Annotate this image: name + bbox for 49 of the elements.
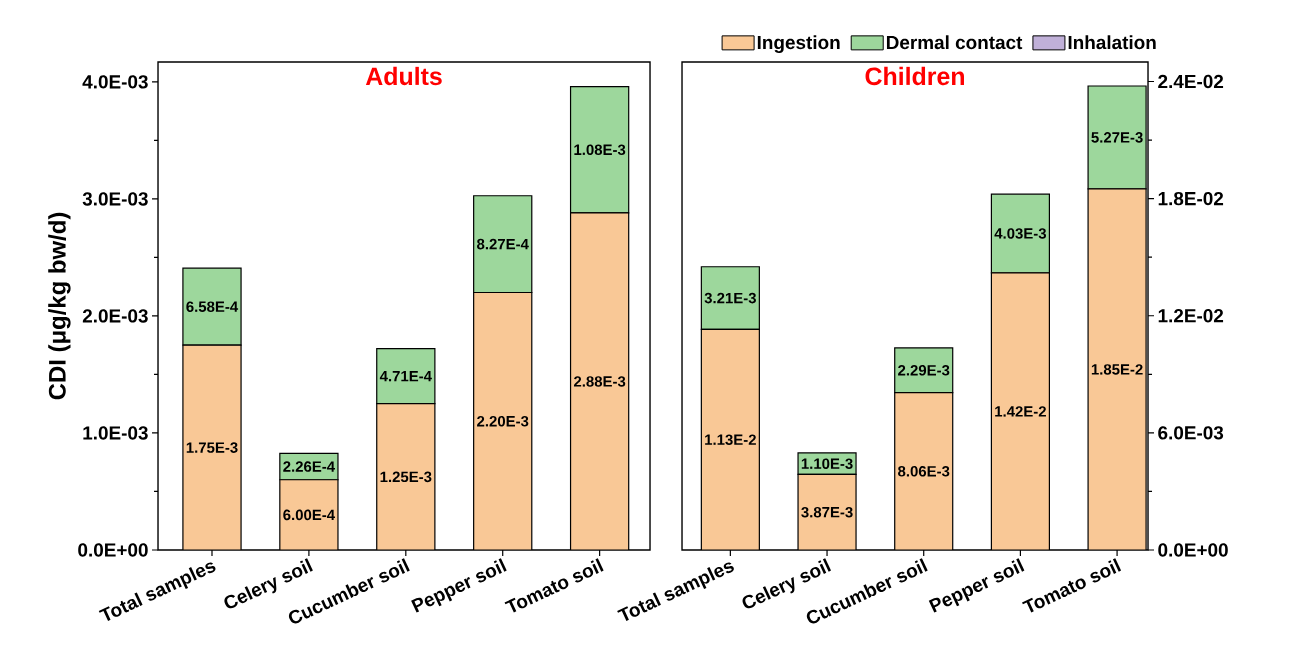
bar <box>376 403 436 550</box>
chart-title: Adults <box>365 66 442 86</box>
bar <box>279 479 339 550</box>
y-tick-label: 2.4E-02 <box>1158 74 1224 89</box>
bar <box>700 328 760 550</box>
y-tick-label: 3.0E-03 <box>82 192 148 206</box>
data-label: 1.85E-2 <box>1091 364 1143 375</box>
data-label: 2.20E-3 <box>477 415 529 427</box>
bar <box>182 344 242 550</box>
data-label: 4.71E-4 <box>379 371 432 382</box>
bar <box>376 347 436 405</box>
bar <box>1087 188 1147 550</box>
data-label: 2.26E-4 <box>283 461 335 472</box>
bar <box>569 212 630 550</box>
bar <box>990 272 1050 550</box>
legend-label: Ingestion <box>757 35 840 53</box>
legend-label: Inhalation <box>1068 35 1156 50</box>
data-label: 4.03E-3 <box>994 228 1047 239</box>
data-label: 6.58E-4 <box>186 301 239 312</box>
data-label: 6.00E-4 <box>283 509 335 521</box>
data-label: 1.25E-3 <box>380 471 432 483</box>
y-tick-label: 0.0E+00 <box>1158 543 1228 557</box>
y-tick-label: 1.0E-03 <box>83 426 148 440</box>
bar <box>797 473 857 550</box>
bar <box>894 347 954 394</box>
y-axis-title: CDI (μg/kg bw/d) <box>48 212 71 400</box>
bar <box>990 193 1050 274</box>
legend-label: Dermal contact <box>886 35 1023 50</box>
data-label: 8.06E-3 <box>898 466 950 477</box>
data-label: 1.42E-2 <box>995 406 1046 417</box>
chart-title: Children <box>865 66 964 86</box>
data-label: 5.27E-3 <box>1091 132 1143 143</box>
data-label: 2.88E-3 <box>573 376 626 387</box>
data-label: 3.87E-3 <box>801 506 853 518</box>
data-label: 2.29E-3 <box>898 365 950 376</box>
y-tick-label: 0.0E+00 <box>78 543 148 557</box>
data-label: 1.13E-2 <box>705 434 756 445</box>
data-label: 1.10E-3 <box>801 458 853 470</box>
bar <box>894 392 954 550</box>
data-label: 1.08E-3 <box>574 144 626 156</box>
data-label: 3.21E-3 <box>704 292 756 304</box>
data-label: 1.75E-3 <box>186 442 238 453</box>
y-tick-label: 1.2E-02 <box>1158 309 1224 323</box>
y-tick-label: 1.8E-02 <box>1158 191 1224 206</box>
y-tick-label: 6.0E-03 <box>1158 426 1224 440</box>
y-tick-label: 4.0E-03 <box>82 75 148 89</box>
data-label: 8.27E-4 <box>477 238 529 250</box>
y-tick-label: 2.0E-03 <box>82 309 148 323</box>
bar <box>473 291 533 550</box>
